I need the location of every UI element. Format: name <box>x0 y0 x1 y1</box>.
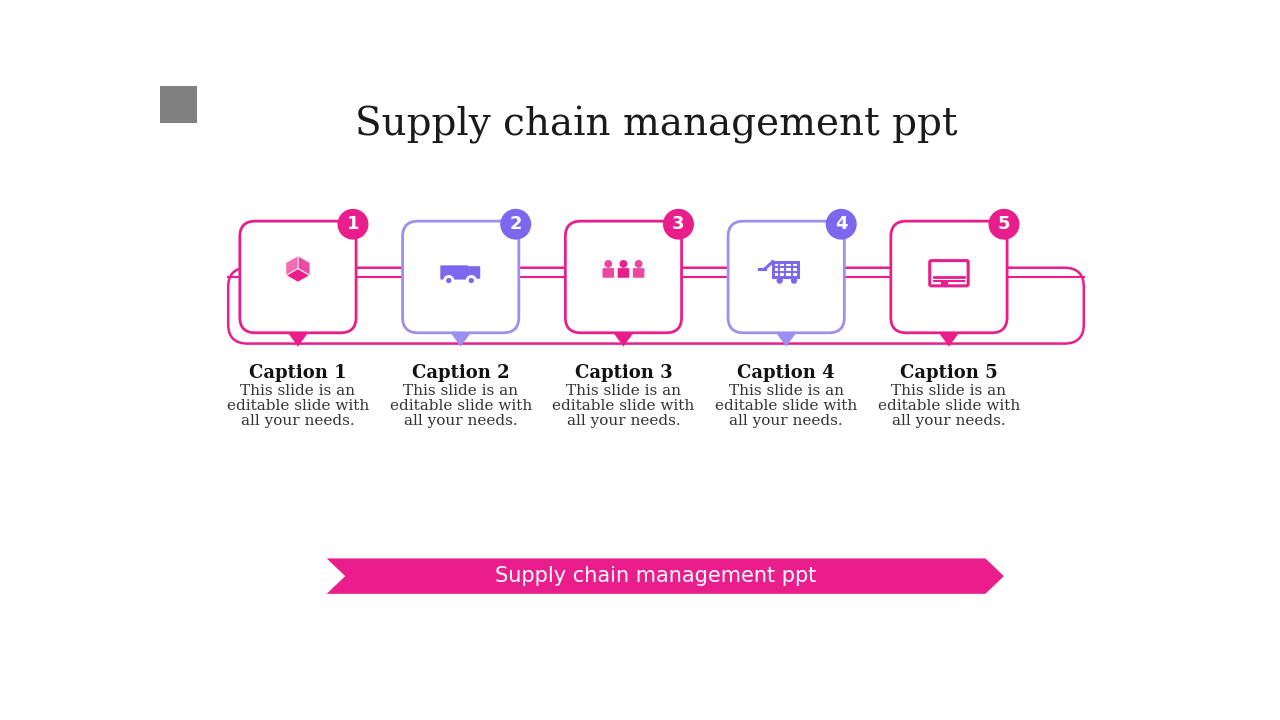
Circle shape <box>663 209 694 240</box>
Polygon shape <box>938 333 959 346</box>
Text: Supply chain management ppt: Supply chain management ppt <box>355 106 957 144</box>
Polygon shape <box>451 333 471 346</box>
FancyBboxPatch shape <box>160 86 197 123</box>
Text: editable slide with: editable slide with <box>227 399 369 413</box>
FancyBboxPatch shape <box>728 221 845 333</box>
Text: This slide is an: This slide is an <box>728 384 844 397</box>
Polygon shape <box>326 559 1004 594</box>
Circle shape <box>826 209 856 240</box>
Text: editable slide with: editable slide with <box>389 399 531 413</box>
Text: all your needs.: all your needs. <box>404 415 517 428</box>
Text: 1: 1 <box>347 215 360 233</box>
Circle shape <box>604 260 612 268</box>
Text: editable slide with: editable slide with <box>716 399 858 413</box>
Text: Caption 1: Caption 1 <box>250 364 347 382</box>
Text: all your needs.: all your needs. <box>730 415 844 428</box>
Text: This slide is an: This slide is an <box>403 384 518 397</box>
Text: editable slide with: editable slide with <box>553 399 695 413</box>
Text: 3: 3 <box>672 215 685 233</box>
Polygon shape <box>285 269 310 282</box>
Text: This slide is an: This slide is an <box>241 384 356 397</box>
Text: 2: 2 <box>509 215 522 233</box>
Text: all your needs.: all your needs. <box>567 415 680 428</box>
FancyBboxPatch shape <box>403 221 518 333</box>
Circle shape <box>635 260 643 268</box>
Polygon shape <box>285 256 298 276</box>
Text: This slide is an: This slide is an <box>566 384 681 397</box>
Polygon shape <box>288 333 308 346</box>
FancyBboxPatch shape <box>618 268 630 278</box>
Text: This slide is an: This slide is an <box>891 384 1006 397</box>
Text: Caption 5: Caption 5 <box>900 364 998 382</box>
FancyBboxPatch shape <box>566 221 681 333</box>
Text: editable slide with: editable slide with <box>878 399 1020 413</box>
Text: 4: 4 <box>835 215 847 233</box>
FancyBboxPatch shape <box>632 268 644 278</box>
Text: Caption 2: Caption 2 <box>412 364 509 382</box>
Circle shape <box>500 209 531 240</box>
Polygon shape <box>298 256 310 276</box>
Circle shape <box>444 276 453 284</box>
Circle shape <box>467 276 475 284</box>
Polygon shape <box>613 333 634 346</box>
FancyBboxPatch shape <box>891 221 1007 333</box>
Text: all your needs.: all your needs. <box>241 415 355 428</box>
Circle shape <box>620 260 627 268</box>
Circle shape <box>338 209 369 240</box>
FancyBboxPatch shape <box>603 268 614 278</box>
Polygon shape <box>776 333 796 346</box>
FancyBboxPatch shape <box>239 221 356 333</box>
Text: Supply chain management ppt: Supply chain management ppt <box>495 566 817 586</box>
Text: 5: 5 <box>997 215 1010 233</box>
FancyBboxPatch shape <box>466 266 480 279</box>
FancyBboxPatch shape <box>440 266 468 279</box>
Circle shape <box>791 277 797 284</box>
Text: Caption 4: Caption 4 <box>737 364 835 382</box>
Circle shape <box>777 277 783 284</box>
Circle shape <box>988 209 1019 240</box>
Text: Caption 3: Caption 3 <box>575 364 672 382</box>
Text: all your needs.: all your needs. <box>892 415 1006 428</box>
FancyBboxPatch shape <box>941 282 947 285</box>
